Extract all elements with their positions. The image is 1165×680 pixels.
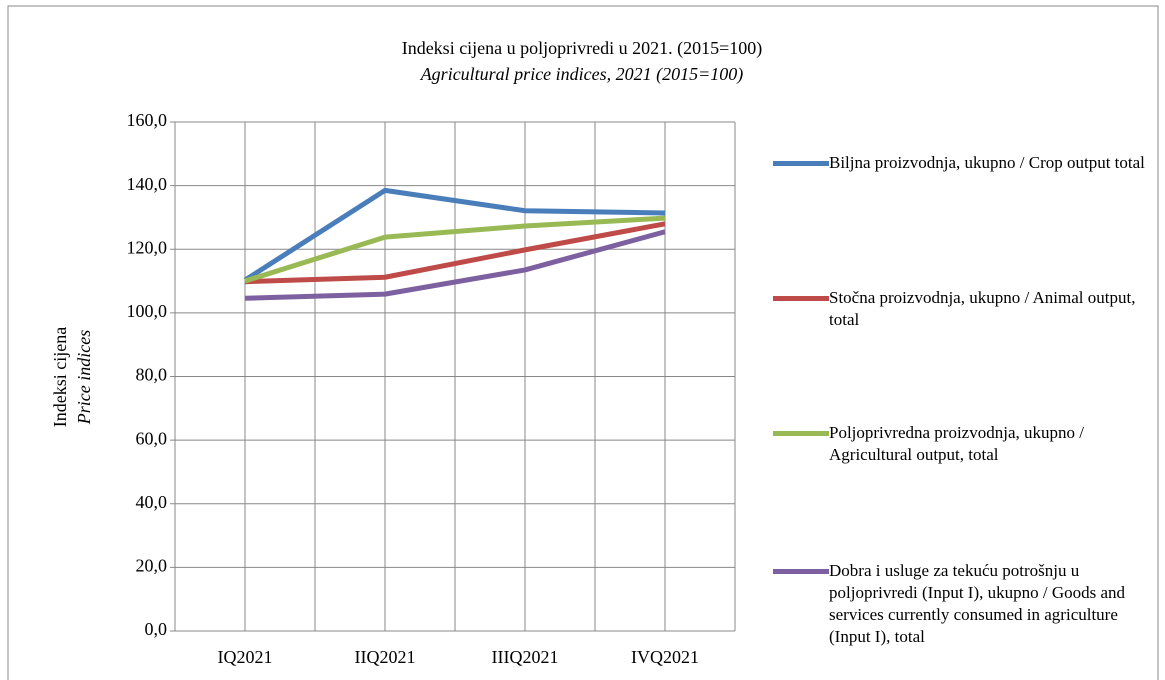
legend-label: Dobra i usluge za tekuću potrošnju u pol…	[829, 561, 1126, 646]
legend-swatch	[773, 569, 829, 574]
series-line	[244, 229, 666, 301]
legend-label: Poljoprivredna proizvodnja, ukupno / Agr…	[829, 423, 1084, 464]
y-tick-label: 80,0	[136, 365, 168, 385]
y-axis-label: Indeksi cijena	[50, 327, 70, 427]
y-tick-label: 40,0	[136, 492, 168, 512]
x-tick-label: IIIQ2021	[492, 647, 559, 667]
legend-swatch	[773, 431, 829, 436]
series-line	[244, 221, 666, 285]
y-tick-label: 120,0	[127, 237, 168, 257]
legend-swatch	[773, 296, 829, 301]
x-tick-label: IIQ2021	[355, 647, 416, 667]
y-axis-label-en: Price indices	[74, 330, 94, 425]
legend-label: Stočna proizvodnja, ukupno / Animal outp…	[829, 288, 1136, 329]
legend-item: Stočna proizvodnja, ukupno / Animal outp…	[773, 287, 1163, 331]
y-tick-label: 0,0	[145, 619, 168, 639]
series-line	[244, 215, 666, 284]
chart-border	[7, 5, 1159, 680]
y-tick-label: 140,0	[127, 174, 168, 194]
y-tick-label: 60,0	[136, 428, 168, 448]
x-tick-label: IQ2021	[218, 647, 273, 667]
x-tick-label: IVQ2021	[631, 647, 699, 667]
y-tick-label: 160,0	[127, 110, 168, 130]
legend-item: Biljna proizvodnja, ukupno / Crop output…	[773, 152, 1163, 174]
legend-item: Dobra i usluge za tekuću potrošnju u pol…	[773, 560, 1163, 648]
chart-title: Indeksi cijena u poljoprivredi u 2021. (…	[402, 38, 763, 59]
legend-label: Biljna proizvodnja, ukupno / Crop output…	[829, 153, 1145, 172]
y-tick-label: 100,0	[127, 301, 168, 321]
legend-item: Poljoprivredna proizvodnja, ukupno / Agr…	[773, 422, 1163, 466]
chart-subtitle: Agricultural price indices, 2021 (2015=1…	[420, 64, 744, 85]
legend-swatch	[773, 161, 829, 166]
y-tick-label: 20,0	[136, 556, 168, 576]
series-line	[243, 187, 666, 283]
